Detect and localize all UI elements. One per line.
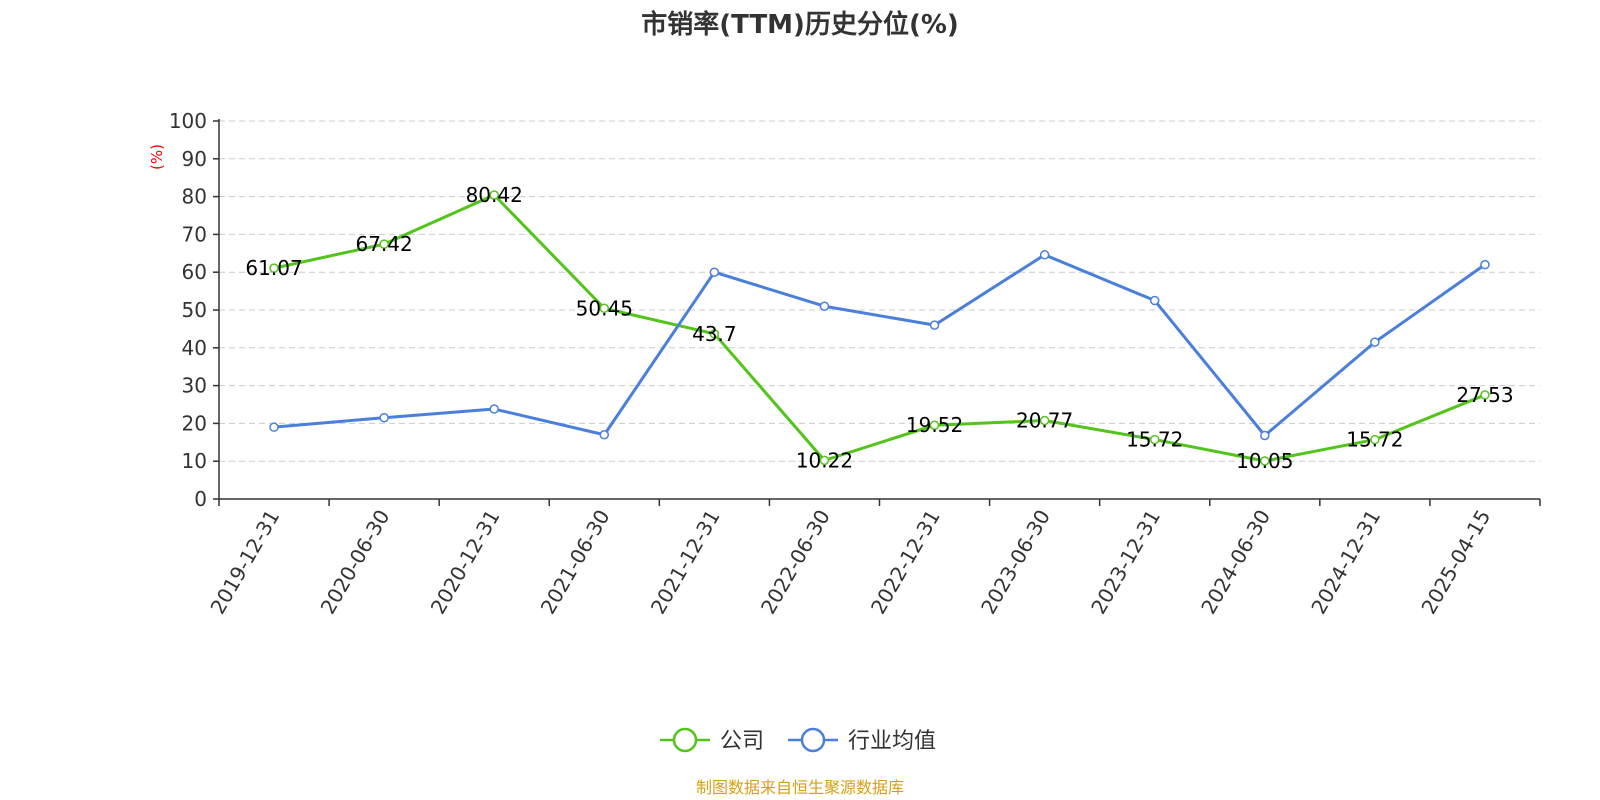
data-label-9: 10.05 <box>1236 449 1293 473</box>
data-point-1-3[interactable] <box>599 429 610 440</box>
data-label-10: 15.72 <box>1346 428 1403 452</box>
data-label-8: 15.72 <box>1126 428 1183 452</box>
data-point-1-2[interactable] <box>489 404 499 414</box>
x-tick-label-2021-06-30: 2021-06-30 <box>536 506 615 619</box>
data-label-0: 61.07 <box>245 256 302 280</box>
y-tick-label-20: 20 <box>182 411 207 435</box>
x-tick-label-2020-12-31: 2020-12-31 <box>426 506 505 619</box>
legend-item-industry-avg[interactable]: 行业均值 <box>788 727 936 754</box>
data-point-1-8[interactable] <box>1149 295 1160 306</box>
x-tick-label-2021-12-31: 2021-12-31 <box>646 506 725 619</box>
data-point-1-11[interactable] <box>1480 259 1490 270</box>
data-point-1-7[interactable] <box>1039 250 1050 260</box>
x-tick-label-2022-12-31: 2022-12-31 <box>866 506 945 619</box>
x-tick-label-2024-12-31: 2024-12-31 <box>1306 506 1385 619</box>
y-tick-label-90: 90 <box>182 147 207 171</box>
data-label-5: 10.22 <box>796 448 853 472</box>
y-tick-label-100: 100 <box>169 109 207 133</box>
legend-label-industry-avg: 行业均值 <box>848 729 936 754</box>
y-tick-label-40: 40 <box>182 336 207 360</box>
y-tick-label-50: 50 <box>182 298 207 322</box>
data-label-7: 20.77 <box>1016 408 1073 432</box>
chart-title: 市销率(TTM)历史分位(%) <box>641 9 959 40</box>
legend-item-company[interactable]: 公司 <box>660 727 764 754</box>
data-point-0-0[interactable] <box>269 263 279 273</box>
data-point-0-1[interactable] <box>379 239 389 249</box>
data-point-0-3[interactable] <box>599 303 610 314</box>
data-point-1-5[interactable] <box>819 301 830 311</box>
data-labels: 61.07 67.42 80.42 50.45 43.7 10.22 19.52 20.77 1… <box>245 183 1513 473</box>
legend-marker-icon <box>672 727 698 753</box>
data-point-0-8[interactable] <box>1149 434 1160 445</box>
series-lines <box>269 190 1490 466</box>
legend: 公司 行业均值 <box>660 727 936 754</box>
x-tick-label-2024-06-30: 2024-06-30 <box>1196 506 1275 619</box>
legend-marker-icon <box>800 727 826 753</box>
y-tick-label-10: 10 <box>182 449 207 473</box>
data-point-0-5[interactable] <box>819 455 830 466</box>
series-line-1 <box>273 253 1486 437</box>
y-tick-label-0: 0 <box>194 487 207 511</box>
y-tick-label-30: 30 <box>182 374 207 398</box>
y-tick-label-80: 80 <box>182 185 207 209</box>
data-source-note: 制图数据来自恒生聚源数据库 <box>696 778 904 797</box>
grid-lines <box>219 120 1540 462</box>
legend-label-company: 公司 <box>720 729 764 754</box>
data-point-0-6[interactable] <box>929 420 940 430</box>
data-label-11: 27.53 <box>1456 383 1513 407</box>
x-tick-label-2022-06-30: 2022-06-30 <box>756 506 835 619</box>
data-point-0-7[interactable] <box>1039 415 1050 426</box>
x-tick-label-2020-06-30: 2020-06-30 <box>316 506 395 619</box>
x-tick-label-2019-12-31: 2019-12-31 <box>205 506 284 619</box>
x-tick-label-2023-12-31: 2023-12-31 <box>1086 506 1165 619</box>
data-label-3: 50.45 <box>576 296 633 320</box>
data-point-1-1[interactable] <box>379 412 389 423</box>
data-point-0-9[interactable] <box>1260 456 1270 466</box>
data-label-1: 67.42 <box>355 232 412 256</box>
data-point-1-4[interactable] <box>709 267 720 277</box>
data-point-1-9[interactable] <box>1260 430 1270 441</box>
data-point-1-0[interactable] <box>269 422 279 432</box>
y-tick-label-60: 60 <box>182 260 207 284</box>
data-point-0-10[interactable] <box>1370 434 1380 445</box>
data-label-2: 80.42 <box>466 183 523 207</box>
axes: 0 10 20 30 40 50 60 70 80 90 100 2019-12-31 2020-06-… <box>169 109 1541 619</box>
y-tick-label-70: 70 <box>182 222 207 246</box>
x-tick-label-2025-04-15: 2025-04-15 <box>1416 506 1495 619</box>
y-axis-label: (%) <box>148 144 166 170</box>
data-point-0-11[interactable] <box>1480 390 1490 400</box>
x-tick-label-2023-06-30: 2023-06-30 <box>976 506 1055 619</box>
data-point-0-2[interactable] <box>489 190 499 200</box>
series-line-0 <box>273 193 1486 463</box>
data-label-6: 19.52 <box>906 413 963 437</box>
data-point-1-6[interactable] <box>929 320 940 330</box>
data-label-4: 43.7 <box>692 322 737 346</box>
data-point-1-10[interactable] <box>1370 337 1380 347</box>
data-point-0-4[interactable] <box>709 329 720 339</box>
